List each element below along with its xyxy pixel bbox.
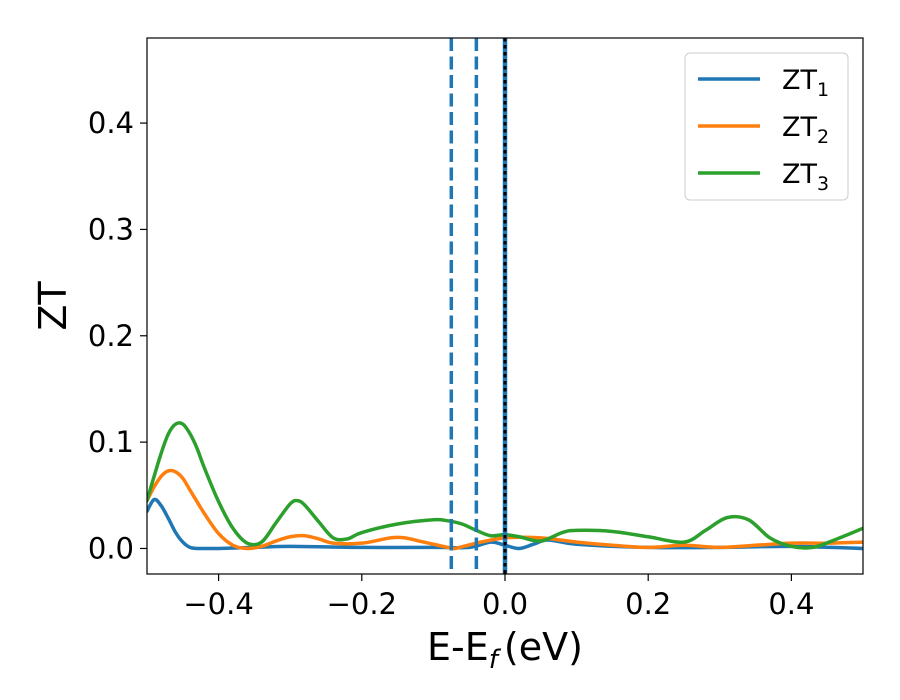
x-axis-label: E-Ef (eV) [427, 625, 583, 675]
x-tick-label: 0.0 [482, 587, 528, 621]
y-axis-label: ZT [31, 281, 75, 331]
axis-ticks: −0.4 −0.2 0.0 0.2 0.4 0.0 0.1 0.2 0.3 0.4 [88, 106, 815, 621]
x-tick-label: −0.4 [183, 587, 253, 621]
legend-box [684, 52, 849, 201]
legend-label-zt1: ZT1 [782, 65, 829, 101]
y-tick-label: 0.1 [88, 425, 134, 459]
legend-label-zt3: ZT3 [782, 159, 829, 195]
y-tick-label: 0.3 [88, 212, 134, 246]
x-tick-label: 0.2 [625, 587, 671, 621]
series-line-zt3 [147, 421, 863, 550]
y-tick-label: 0.2 [88, 319, 134, 353]
plot-area [147, 38, 863, 574]
y-tick-label: 0.4 [88, 106, 134, 140]
series-line-zt2 [147, 468, 863, 551]
x-tick-label: 0.4 [768, 587, 814, 621]
x-tick-label: −0.2 [327, 587, 397, 621]
legend: ZT1 ZT2 ZT3 [684, 52, 849, 201]
y-tick-label: 0.0 [88, 531, 134, 565]
legend-label-zt2: ZT2 [782, 112, 829, 148]
